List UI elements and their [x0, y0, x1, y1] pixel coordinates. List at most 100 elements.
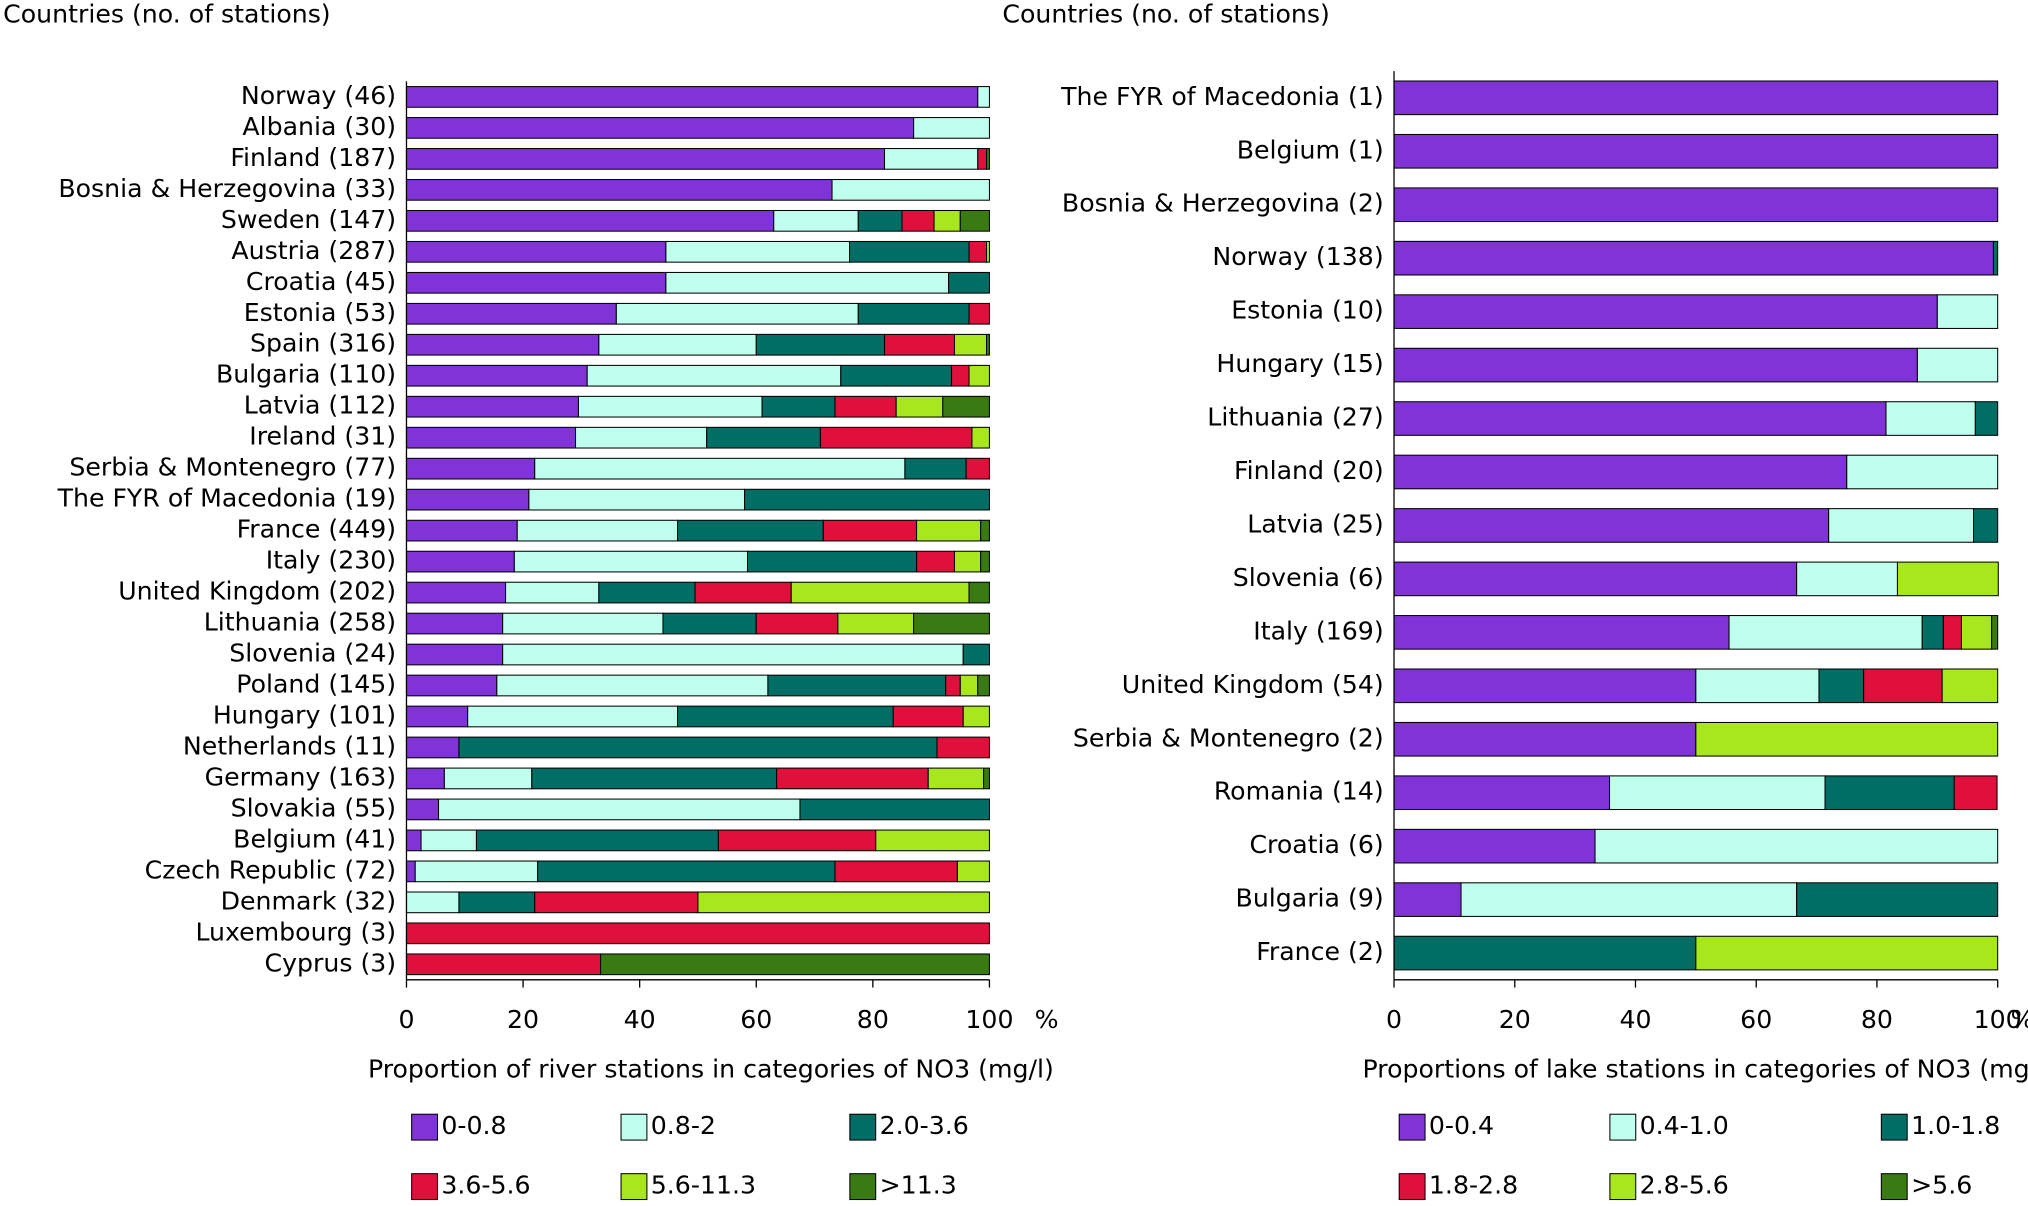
category-label: Hungary (15): [1216, 349, 1383, 378]
bar-segment: [1796, 882, 1999, 917]
category-label: Albania (30): [242, 112, 396, 141]
bar-segment: [773, 209, 859, 232]
bar-segment: [665, 271, 950, 294]
bar-segment: [405, 612, 504, 635]
bar-segment: [405, 953, 602, 976]
bar-segment: [405, 333, 600, 356]
category-label: Croatia (45): [246, 267, 396, 296]
bar-segment: [767, 674, 947, 697]
bar-segment: [913, 612, 990, 635]
bar-segment: [1916, 347, 1999, 383]
category-label: Romania (14): [1214, 777, 1384, 806]
bar-segment: [892, 705, 964, 728]
legend-swatch: [1398, 1173, 1426, 1201]
category-label: Lithuania (27): [1207, 403, 1383, 432]
bar-segment: [502, 643, 964, 666]
bar-segment: [677, 519, 824, 542]
bar-segment: [901, 209, 935, 232]
bar-segment: [968, 364, 990, 387]
bar-segment: [405, 674, 498, 697]
bar-segment: [496, 674, 769, 697]
bar-segment: [1974, 401, 1999, 436]
bar-segment: [1393, 668, 1697, 704]
bar-segment: [677, 705, 894, 728]
bar-segment: [1863, 668, 1943, 704]
bar-segment: [694, 581, 792, 604]
bar-segment: [746, 550, 918, 573]
category-label: Italy (230): [266, 546, 396, 575]
bar-segment: [799, 798, 990, 821]
bar-segment: [405, 860, 416, 883]
bar-segment: [405, 891, 460, 914]
x-axis-title: Proportions of lake stations in categori…: [1363, 1054, 2028, 1083]
bar-segment: [913, 117, 990, 139]
bar-segment: [405, 643, 504, 666]
bar-segment: [1921, 615, 1944, 650]
x-tick-label: 60: [740, 1005, 772, 1034]
category-label: Estonia (10): [1231, 296, 1383, 325]
bar-segment: [1393, 935, 1697, 971]
category-label: Cyprus (3): [265, 948, 397, 977]
x-tick-label: 20: [1499, 1005, 1531, 1034]
bar-segment: [405, 364, 588, 387]
bar-segment: [819, 426, 973, 449]
x-tick-label: 40: [624, 1005, 656, 1034]
bar-segment: [953, 550, 982, 573]
bar-segment: [916, 519, 982, 542]
bar-segment: [1728, 615, 1923, 650]
bar-segment: [717, 829, 877, 852]
x-tick-label: 0: [1386, 1005, 1402, 1034]
bar-segment: [516, 519, 679, 542]
bar-segment: [1941, 668, 1999, 704]
bar-segment: [1824, 775, 1955, 811]
category-axis-title: Countries (no. of stations): [3, 0, 330, 29]
bar-segment: [1609, 775, 1826, 811]
x-tick-label: 80: [857, 1005, 889, 1034]
bar-segment: [1393, 775, 1611, 811]
bar-segment: [942, 395, 990, 418]
bar-segment: [755, 333, 886, 356]
bar-segment: [962, 705, 990, 728]
bar-segment: [927, 767, 985, 790]
x-tick-label: 0: [398, 1005, 414, 1034]
bar-segment: [980, 519, 990, 542]
category-label: Czech Republic (72): [145, 855, 396, 884]
legend-label: 0-0.4: [1429, 1111, 1494, 1140]
bar-segment: [1846, 454, 1999, 490]
category-label: Croatia (6): [1249, 830, 1383, 859]
bar-segment: [1393, 240, 1994, 276]
bar-segment: [857, 302, 970, 325]
x-unit: %: [2011, 1005, 2028, 1034]
x-tick-label: 20: [507, 1005, 539, 1034]
bar-segment: [1393, 882, 1462, 917]
bar-segment: [1973, 508, 1999, 543]
bar-segment: [933, 209, 961, 232]
bar-segment: [875, 829, 990, 852]
bar-segment: [1796, 561, 1898, 597]
bar-segment: [577, 395, 763, 418]
bar-segment: [405, 395, 579, 418]
bar-segment: [962, 643, 990, 666]
bar-segment: [502, 612, 664, 635]
bar-segment: [662, 612, 757, 635]
bar-segment: [1393, 828, 1596, 864]
legend-label: 1.8-2.8: [1429, 1171, 1518, 1200]
bar-segment: [458, 736, 938, 759]
legend-swatch: [849, 1113, 877, 1141]
category-label: Sweden (147): [221, 205, 396, 234]
bar-segment: [1695, 721, 1999, 757]
legend-swatch: [1398, 1113, 1426, 1141]
category-label: Poland (145): [236, 670, 396, 699]
bar-segment: [414, 860, 539, 883]
bar-segment: [1936, 294, 1999, 329]
bar-segment: [904, 457, 967, 480]
bar-segment: [849, 240, 970, 263]
x-tick-label: 100: [965, 1005, 1013, 1034]
bar-segment: [706, 426, 821, 449]
legend-label: 0.4-1.0: [1640, 1111, 1729, 1140]
bar-segment: [1695, 668, 1820, 704]
bar-segment: [977, 148, 988, 170]
bar-segment: [895, 395, 944, 418]
bar-segment: [857, 209, 903, 232]
